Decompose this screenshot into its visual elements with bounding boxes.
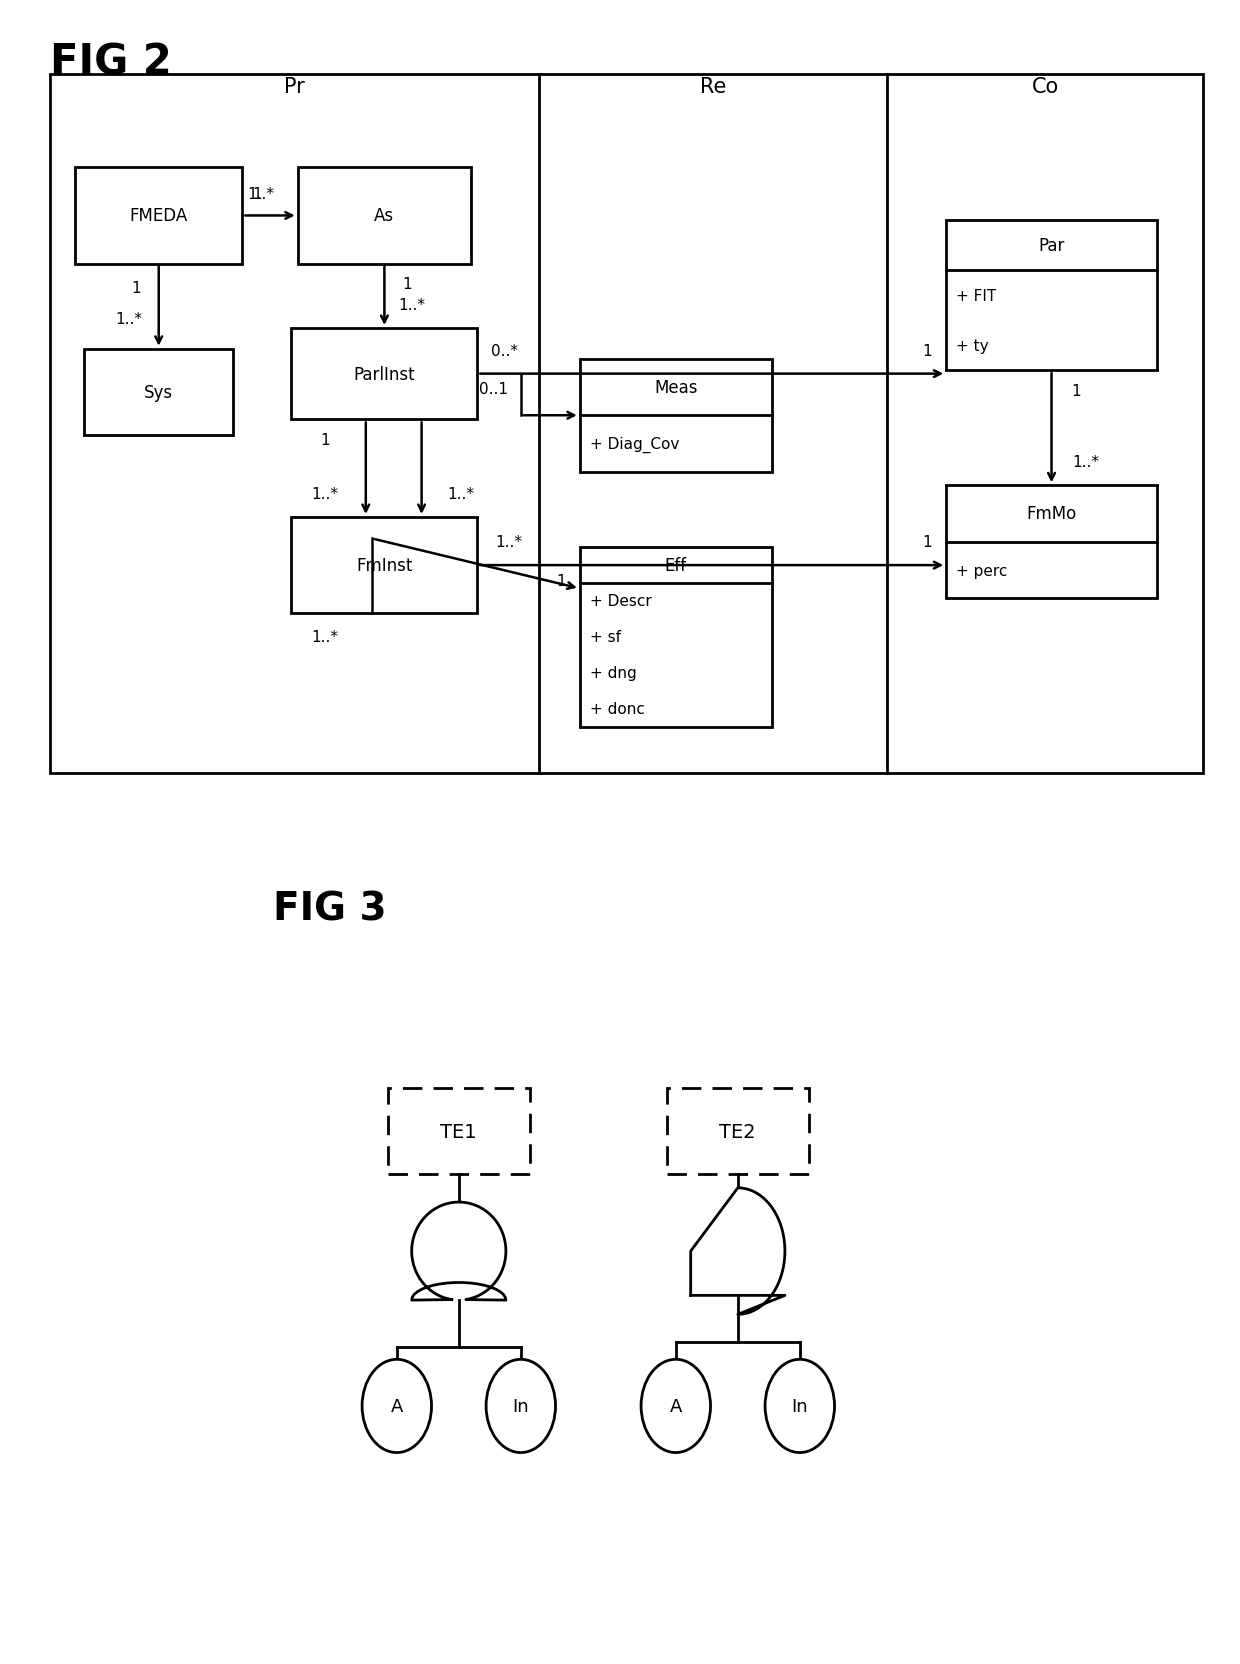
Text: A: A (670, 1398, 682, 1414)
Bar (291, 518, 477, 614)
Text: Eff: Eff (665, 556, 687, 574)
Text: FIG 3: FIG 3 (273, 890, 387, 929)
Circle shape (362, 1359, 432, 1453)
Text: Pr: Pr (284, 77, 304, 97)
Bar (298, 168, 471, 265)
Text: 1..*: 1..* (398, 298, 425, 313)
Text: + donc: + donc (590, 702, 645, 717)
Text: 1..*: 1..* (1073, 454, 1100, 471)
Bar (387, 1088, 531, 1175)
Text: + perc: + perc (956, 562, 1007, 579)
Text: 0..*: 0..* (491, 343, 518, 359)
Text: 1: 1 (923, 343, 932, 359)
Text: A: A (391, 1398, 403, 1414)
Text: + Descr: + Descr (590, 594, 651, 609)
Text: 1: 1 (402, 276, 412, 293)
Text: 1..*: 1..* (311, 629, 339, 646)
Circle shape (765, 1359, 835, 1453)
Text: 1..*: 1..* (311, 486, 339, 503)
Text: 1: 1 (131, 280, 141, 296)
Text: 1: 1 (320, 433, 330, 448)
Text: Meas: Meas (653, 379, 698, 396)
Bar (946, 486, 1157, 599)
Text: FmMo: FmMo (1027, 506, 1076, 522)
Text: 1: 1 (1071, 383, 1081, 399)
Text: 1: 1 (557, 572, 565, 589)
Text: Sys: Sys (144, 384, 174, 401)
Text: Par: Par (1038, 238, 1065, 255)
Bar (580, 359, 771, 473)
Text: 1: 1 (253, 186, 262, 203)
Text: 1..*: 1..* (247, 186, 274, 203)
Text: + sf: + sf (590, 629, 621, 646)
Text: In: In (791, 1398, 808, 1414)
Text: + dng: + dng (590, 666, 636, 681)
Text: 1: 1 (923, 534, 932, 551)
Text: As: As (374, 208, 394, 225)
Bar (74, 168, 243, 265)
Text: + FIT: + FIT (956, 288, 996, 305)
Text: ParlInst: ParlInst (353, 366, 415, 383)
Text: FMEDA: FMEDA (130, 208, 187, 225)
Polygon shape (691, 1188, 785, 1315)
Text: Co: Co (1032, 77, 1059, 97)
Text: + Diag_Cov: + Diag_Cov (590, 436, 680, 453)
Text: 1..*: 1..* (448, 486, 475, 503)
Circle shape (486, 1359, 556, 1453)
Text: TE2: TE2 (719, 1122, 756, 1142)
Text: 1..*: 1..* (115, 311, 143, 328)
Text: + ty: + ty (956, 338, 988, 354)
Text: In: In (512, 1398, 529, 1414)
Polygon shape (412, 1203, 506, 1300)
Text: TE1: TE1 (440, 1122, 477, 1142)
Text: FIG 2: FIG 2 (50, 42, 171, 83)
Text: FmInst: FmInst (356, 557, 413, 574)
Text: 0..1: 0..1 (479, 381, 508, 398)
Circle shape (641, 1359, 711, 1453)
Text: Re: Re (699, 77, 727, 97)
Text: 1..*: 1..* (495, 534, 522, 551)
Bar (667, 1088, 808, 1175)
Bar (580, 547, 771, 727)
Bar (84, 349, 233, 436)
Bar (946, 221, 1157, 371)
Bar (291, 328, 477, 419)
